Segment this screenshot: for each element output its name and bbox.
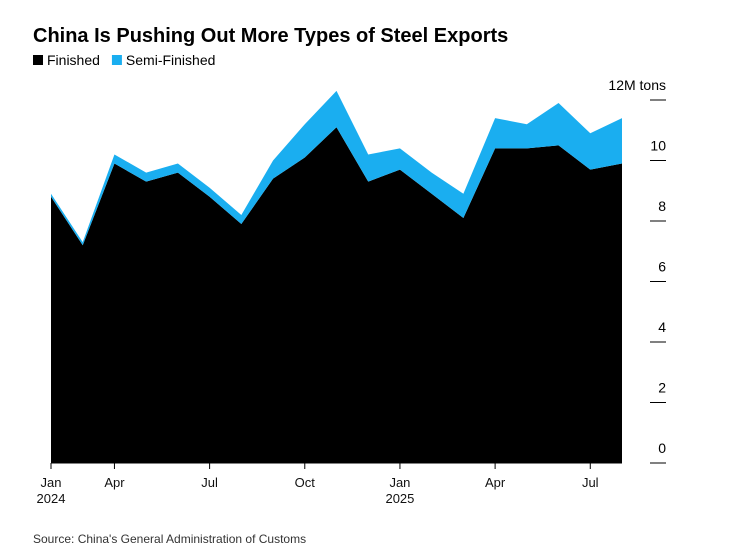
chart-title: China Is Pushing Out More Types of Steel…	[33, 25, 508, 47]
x-tick-label: Jan 2025	[385, 475, 415, 506]
legend: Finished Semi-Finished	[33, 52, 215, 68]
x-tick-label: Apr	[484, 475, 506, 490]
y-tick-label: 4	[658, 319, 666, 335]
legend-swatch	[111, 55, 122, 65]
x-tick-label: Oct	[294, 475, 315, 490]
legend-label: Semi-Finished	[126, 52, 215, 68]
source: Source: China's General Administration o…	[33, 532, 306, 546]
area	[51, 90, 622, 246]
legend-swatch	[33, 55, 43, 65]
x-tick-label: Apr	[104, 475, 125, 490]
legend-label: Finished	[47, 52, 100, 68]
y-tick-label: 2	[658, 380, 666, 396]
area	[51, 127, 622, 463]
y-tick-label: 10	[650, 138, 666, 154]
x-tick-label: Jul	[201, 475, 218, 490]
y-tick-label: 6	[658, 259, 666, 275]
y-tick-label: 0	[658, 440, 666, 456]
x-tick-label: Jan 2024	[36, 475, 66, 506]
y-tick-label: 12M tons	[608, 77, 666, 93]
x-tick-label: Jul	[581, 475, 599, 490]
y-tick-label: 8	[658, 198, 666, 214]
